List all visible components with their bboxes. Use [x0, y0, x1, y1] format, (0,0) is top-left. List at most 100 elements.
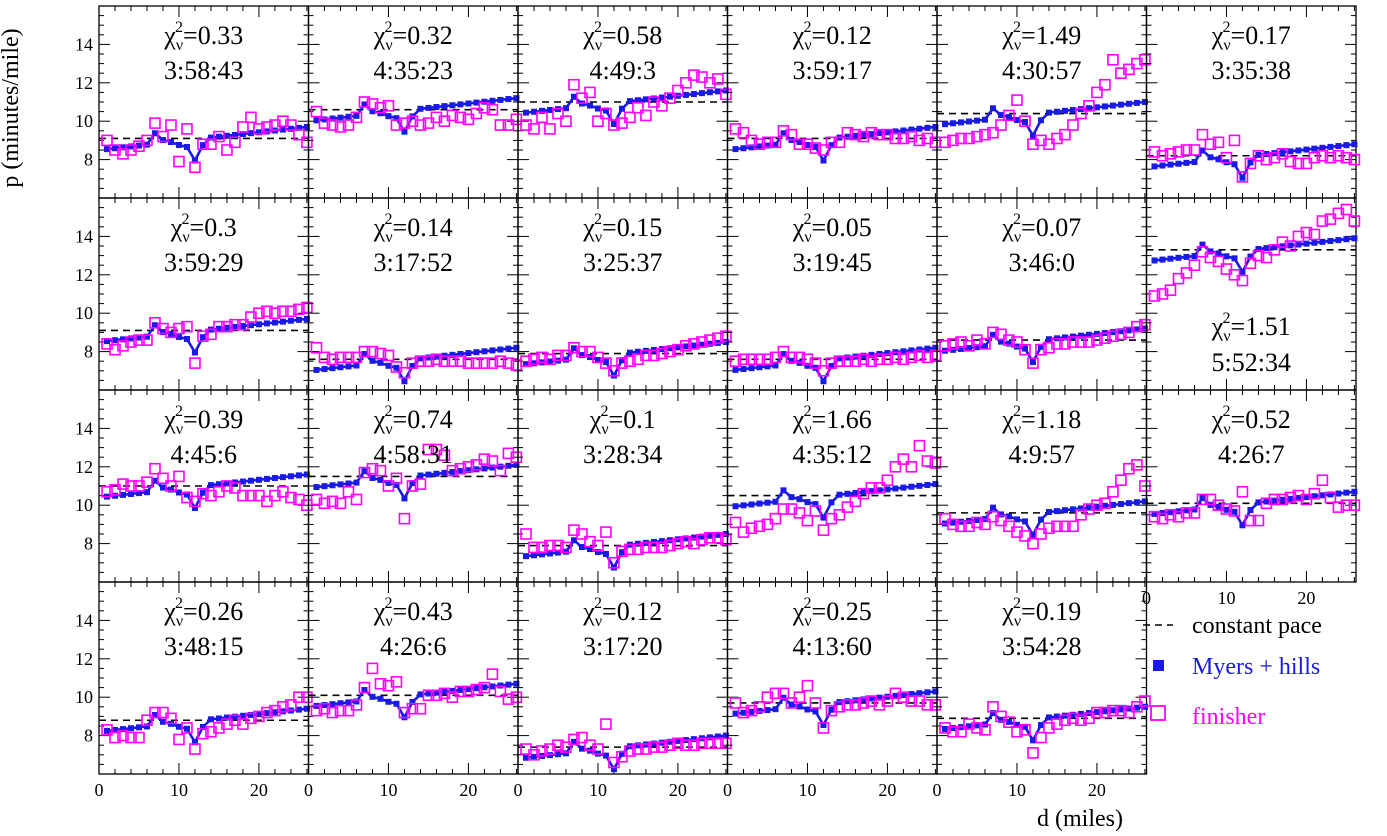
myers-hills-point: [876, 130, 883, 137]
chi-label: χν2=0.33: [163, 19, 243, 54]
myers-hills-point: [433, 353, 440, 360]
myers-hills-point: [1215, 250, 1222, 257]
y-tick-label: 10: [75, 495, 93, 515]
finisher-point: [181, 320, 193, 333]
myers-hills-point: [1263, 498, 1270, 505]
myers-hills-point: [1191, 158, 1198, 165]
y-tick-label: 14: [75, 610, 93, 630]
myers-hills-point: [1085, 331, 1092, 338]
myers-hills-point: [1191, 253, 1198, 260]
finisher-point: [913, 695, 926, 707]
finisher-point: [173, 733, 185, 746]
chi-label: χν2=0.52: [1211, 403, 1291, 438]
finisher-point: [374, 347, 387, 360]
finisher-point: [817, 722, 830, 734]
finisher-point: [955, 132, 967, 145]
finisher-point: [245, 111, 257, 124]
myers-hills-point: [1279, 496, 1286, 503]
finisher-point: [536, 541, 548, 554]
myers-hills-point: [973, 722, 980, 729]
finisher-point: [486, 455, 499, 467]
finisher-point: [213, 130, 225, 143]
myers-hills-point: [1343, 142, 1350, 149]
myers-hills-point: [860, 131, 867, 138]
myers-hills-point: [337, 481, 344, 488]
myers-hills-point: [1037, 117, 1044, 124]
finisher-point: [310, 341, 323, 354]
myers-hills-point: [706, 340, 713, 347]
finisher-point: [552, 349, 564, 362]
finisher-point: [624, 745, 636, 757]
finisher-point: [454, 355, 467, 368]
myers-hills-point: [271, 475, 278, 482]
panel-18: χν2=0.524:26:70 10 20: [1142, 389, 1361, 608]
finisher-point: [454, 111, 467, 124]
finisher-point: [374, 677, 387, 690]
myers-hills-point: [255, 321, 262, 328]
finisher-point: [1236, 274, 1249, 287]
myers-hills-point: [1151, 510, 1158, 517]
finisher-point: [1131, 320, 1143, 333]
myers-hills-point: [385, 113, 392, 120]
finisher-point: [897, 691, 910, 704]
finisher-point: [1027, 537, 1039, 550]
myers-hills-point: [1247, 159, 1254, 166]
finisher-point: [857, 697, 870, 709]
finisher-point: [704, 77, 716, 89]
myers-hills-point: [345, 699, 352, 706]
panel-12: χν2=1.51 5:52:34: [1145, 197, 1361, 391]
finisher-point: [1196, 128, 1209, 141]
x-tick-label: 10: [798, 780, 816, 800]
finisher-point: [801, 514, 814, 527]
finisher-point: [326, 119, 339, 131]
finish-time-label: 3:54:28: [1002, 632, 1081, 661]
finisher-point: [889, 460, 902, 473]
finisher-point: [608, 364, 620, 377]
finisher-point: [769, 136, 782, 149]
myers-hills-point: [489, 347, 496, 354]
finisher-point: [833, 355, 846, 368]
myers-hills-point: [1239, 268, 1246, 275]
finisher-point: [221, 718, 233, 730]
myers-hills-point: [1303, 146, 1310, 153]
finisher-point: [1091, 334, 1103, 346]
myers-hills-point: [796, 703, 803, 710]
myers-hills-point: [505, 462, 512, 469]
myers-hills-point: [207, 482, 214, 489]
myers-hills-point: [1005, 114, 1012, 121]
finisher-point: [857, 353, 870, 366]
y-tick-label: 8: [84, 342, 93, 362]
myers-hills-point: [279, 318, 286, 325]
finisher-point: [269, 489, 281, 502]
myers-hills-point: [239, 131, 246, 138]
x-tick-label: 20: [669, 780, 687, 800]
finisher-point: [1172, 510, 1185, 523]
finisher-point: [446, 355, 459, 368]
finisher-point: [269, 307, 281, 320]
myers-hills-point: [457, 101, 464, 108]
finisher-point: [1180, 144, 1193, 156]
myers-hills-point: [764, 142, 771, 149]
finisher-point: [125, 480, 137, 492]
myers-hills-point: [473, 685, 480, 692]
myers-hills-point: [361, 468, 368, 475]
finisher-point: [664, 739, 676, 752]
myers-hills-point: [393, 481, 400, 488]
finisher-point: [1115, 704, 1127, 717]
y-tick-label: 12: [75, 457, 93, 477]
finisher-point: [568, 78, 580, 91]
finish-time-label: 3:28:34: [583, 440, 662, 469]
y-tick-label: 14: [75, 34, 93, 54]
myers-hills-point: [401, 128, 408, 135]
myers-hills-point: [111, 337, 118, 344]
myers-hills-point: [626, 98, 633, 105]
panel-20: χν2=0.434:26:6 0 10 20: [304, 581, 523, 800]
finisher-point: [947, 338, 959, 350]
myers-hills-point: [973, 516, 980, 523]
myers-hills-point: [1311, 239, 1318, 246]
finisher-point: [544, 123, 556, 135]
myers-hills-point: [207, 716, 214, 723]
finisher-point: [342, 485, 355, 498]
myers-hills-point: [457, 350, 464, 357]
myers-hills-point: [465, 350, 472, 357]
